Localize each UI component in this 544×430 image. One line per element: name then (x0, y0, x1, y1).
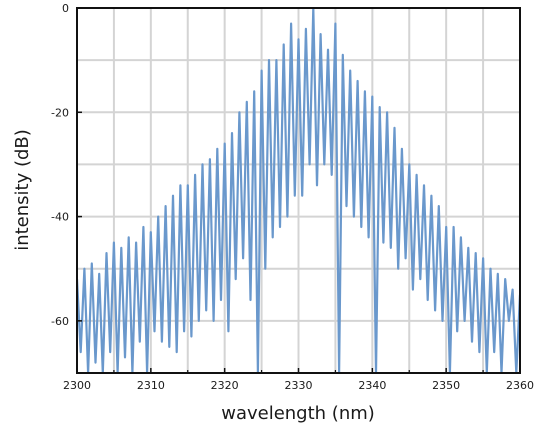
x-tick-label: 2350 (432, 379, 460, 392)
y-axis: 0 -20 -40 -60 (51, 2, 82, 328)
x-tick-label: 2300 (63, 379, 91, 392)
y-axis-label: intensity (dB) (12, 129, 33, 251)
y-tick-label: -20 (51, 106, 69, 119)
x-tick-label: 2320 (211, 379, 239, 392)
x-tick-label: 2360 (506, 379, 534, 392)
y-tick-label: -60 (51, 315, 69, 328)
y-tick-label: 0 (62, 2, 69, 15)
x-axis: 2300 2310 2320 2330 2340 2350 2360 (63, 368, 534, 392)
x-axis-label: wavelength (nm) (221, 403, 375, 424)
x-tick-label: 2340 (358, 379, 386, 392)
x-tick-label: 2310 (137, 379, 165, 392)
series-line (77, 8, 520, 373)
y-tick-label: -40 (51, 211, 69, 224)
x-tick-label: 2330 (285, 379, 313, 392)
